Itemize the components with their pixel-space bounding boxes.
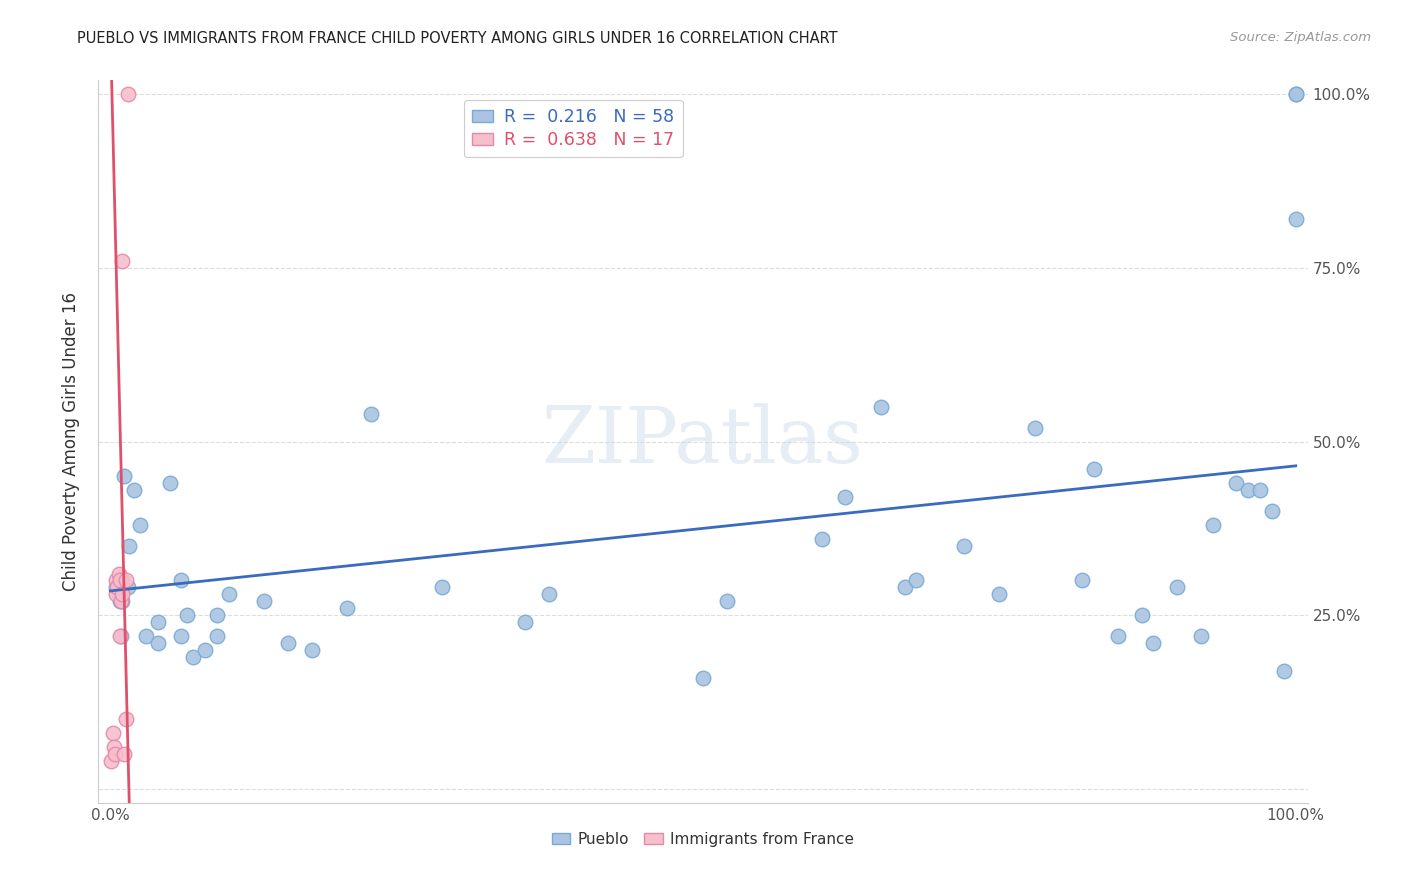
Point [515, 615, 537, 630]
Point [111, 594, 134, 608]
Point [114, 747, 136, 761]
Point [114, 574, 136, 588]
Point [1285, 212, 1308, 227]
Point [146, 636, 169, 650]
Point [105, 574, 128, 588]
Point [1130, 608, 1153, 623]
Point [537, 587, 560, 601]
Point [101, 726, 124, 740]
Point [360, 407, 382, 421]
Point [111, 574, 134, 588]
Point [1202, 517, 1225, 532]
Point [905, 574, 928, 588]
Point [122, 483, 145, 498]
Point [1225, 476, 1247, 491]
Point [108, 594, 131, 608]
Point [159, 476, 181, 491]
Point [111, 253, 134, 268]
Point [834, 490, 856, 504]
Point [1261, 504, 1284, 518]
Point [105, 581, 128, 595]
Point [103, 740, 125, 755]
Text: PUEBLO VS IMMIGRANTS FROM FRANCE CHILD POVERTY AMONG GIRLS UNDER 16 CORRELATION : PUEBLO VS IMMIGRANTS FROM FRANCE CHILD P… [77, 31, 838, 46]
Point [108, 574, 131, 588]
Point [205, 608, 228, 623]
Point [1166, 581, 1188, 595]
Point [107, 566, 129, 581]
Point [111, 587, 134, 601]
Point [952, 539, 974, 553]
Point [253, 594, 276, 608]
Point [810, 532, 832, 546]
Point [1237, 483, 1260, 498]
Point [692, 671, 714, 685]
Point [110, 629, 132, 643]
Point [110, 594, 132, 608]
Point [1285, 87, 1308, 102]
Point [117, 581, 139, 595]
Point [1189, 629, 1212, 643]
Point [1107, 629, 1129, 643]
Point [105, 581, 128, 595]
Point [170, 629, 193, 643]
Point [336, 601, 359, 615]
Point [194, 643, 217, 657]
Point [1272, 664, 1295, 678]
Point [1142, 636, 1164, 650]
Point [129, 517, 152, 532]
Point [146, 615, 169, 630]
Point [170, 574, 193, 588]
Point [1024, 420, 1046, 434]
Text: ZIPatlas: ZIPatlas [541, 404, 865, 479]
Point [432, 581, 454, 595]
Point [105, 587, 128, 601]
Point [100, 754, 122, 768]
Point [181, 649, 204, 664]
Point [176, 608, 198, 623]
Point [716, 594, 738, 608]
Point [1071, 574, 1094, 588]
Legend: Pueblo, Immigrants from France: Pueblo, Immigrants from France [546, 826, 860, 853]
Point [135, 629, 157, 643]
Text: Source: ZipAtlas.com: Source: ZipAtlas.com [1230, 31, 1371, 45]
Point [301, 643, 323, 657]
Point [114, 713, 136, 727]
Point [988, 587, 1011, 601]
Point [1249, 483, 1271, 498]
Point [107, 587, 129, 601]
Point [1285, 87, 1308, 102]
Point [108, 574, 131, 588]
Point [104, 747, 127, 761]
Point [277, 636, 299, 650]
Point [893, 581, 915, 595]
Point [108, 629, 131, 643]
Point [205, 629, 228, 643]
Y-axis label: Child Poverty Among Girls Under 16: Child Poverty Among Girls Under 16 [62, 292, 80, 591]
Point [118, 539, 141, 553]
Point [1083, 462, 1105, 476]
Point [218, 587, 240, 601]
Point [114, 469, 136, 483]
Point [117, 87, 139, 102]
Point [869, 400, 891, 414]
